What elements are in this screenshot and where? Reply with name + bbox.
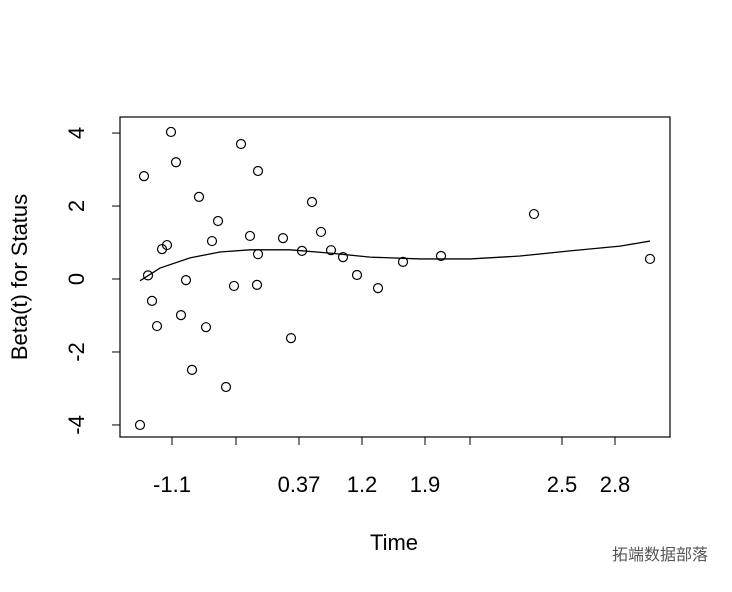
y-tick-label: 2	[64, 200, 89, 212]
point	[528, 208, 540, 220]
point	[285, 333, 297, 344]
x-tick-label: 2.5	[547, 472, 578, 497]
x-tick-label: 1.2	[347, 472, 378, 497]
point	[277, 233, 289, 244]
point	[193, 191, 205, 203]
point	[134, 419, 146, 431]
x-tick-label: 1.9	[410, 472, 441, 497]
point	[206, 235, 218, 247]
point	[644, 253, 656, 265]
point	[220, 381, 232, 393]
x-tick-label: 0.37	[278, 472, 321, 497]
point	[165, 126, 177, 138]
x-axis-label: Time	[370, 530, 418, 555]
point	[180, 275, 192, 286]
point	[325, 245, 337, 256]
point	[170, 157, 182, 168]
y-tick-label: -4	[64, 415, 89, 435]
point	[372, 283, 384, 294]
point	[252, 165, 264, 177]
plot-box	[119, 116, 671, 438]
point	[251, 279, 263, 290]
point	[200, 322, 212, 333]
point	[337, 252, 349, 263]
y-tick-label: 0	[64, 273, 89, 285]
point	[228, 280, 240, 292]
point	[351, 269, 363, 281]
point	[138, 171, 150, 182]
point	[244, 230, 256, 242]
point	[186, 364, 198, 375]
point	[306, 196, 318, 208]
point	[146, 295, 158, 306]
point	[296, 245, 308, 257]
smooth-line	[139, 240, 651, 282]
point	[252, 249, 264, 260]
point	[212, 215, 224, 227]
point	[397, 256, 409, 267]
y-axis-label: Beta(t) for Status	[7, 194, 32, 360]
point	[142, 270, 154, 281]
x-tick-label: -1.1	[153, 472, 191, 497]
point	[175, 310, 187, 321]
point	[315, 226, 327, 238]
watermark: 拓端数据部落	[612, 546, 708, 564]
y-tick-label: 4	[64, 127, 89, 139]
point	[161, 239, 173, 251]
point	[435, 250, 447, 262]
point	[235, 138, 247, 150]
x-tick-label: 2.8	[600, 472, 631, 497]
y-tick-label: -2	[64, 342, 89, 362]
point	[151, 320, 163, 332]
